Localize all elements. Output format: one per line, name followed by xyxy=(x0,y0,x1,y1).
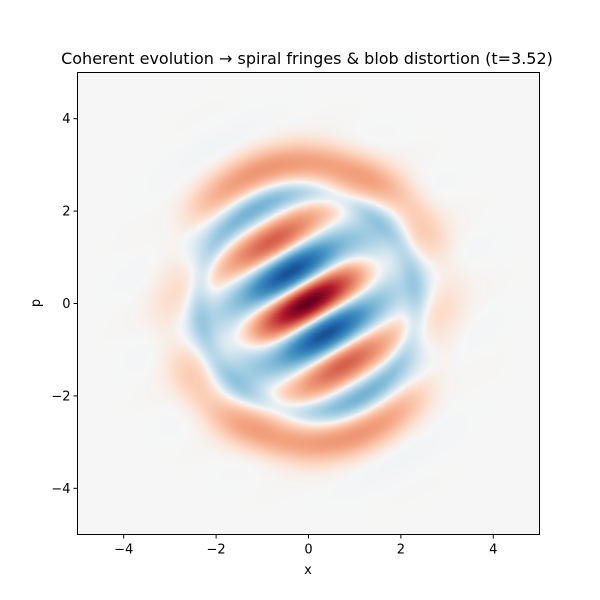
y-tick-label: 2 xyxy=(62,205,70,220)
x-tick-label: 0 xyxy=(304,543,312,558)
chart-title: Coherent evolution → spiral fringes & bl… xyxy=(61,49,553,68)
y-axis-label: p xyxy=(29,299,44,307)
x-tick-label: 2 xyxy=(397,543,405,558)
x-tick-label: 4 xyxy=(489,543,497,558)
y-tick-label: −2 xyxy=(51,389,70,404)
x-axis-label: x xyxy=(304,563,312,578)
y-tick-label: 4 xyxy=(62,112,70,127)
heatmap-canvas xyxy=(77,72,539,534)
x-axis-ticks: −4 −2 0 2 4 xyxy=(114,534,497,558)
y-axis-ticks: −4 −2 0 2 4 xyxy=(51,112,78,497)
x-tick-label: −2 xyxy=(207,543,226,558)
x-tick-label: −4 xyxy=(114,543,133,558)
y-tick-label: −4 xyxy=(51,482,70,497)
y-tick-label: 0 xyxy=(62,297,70,312)
heatmap-area xyxy=(77,72,539,534)
